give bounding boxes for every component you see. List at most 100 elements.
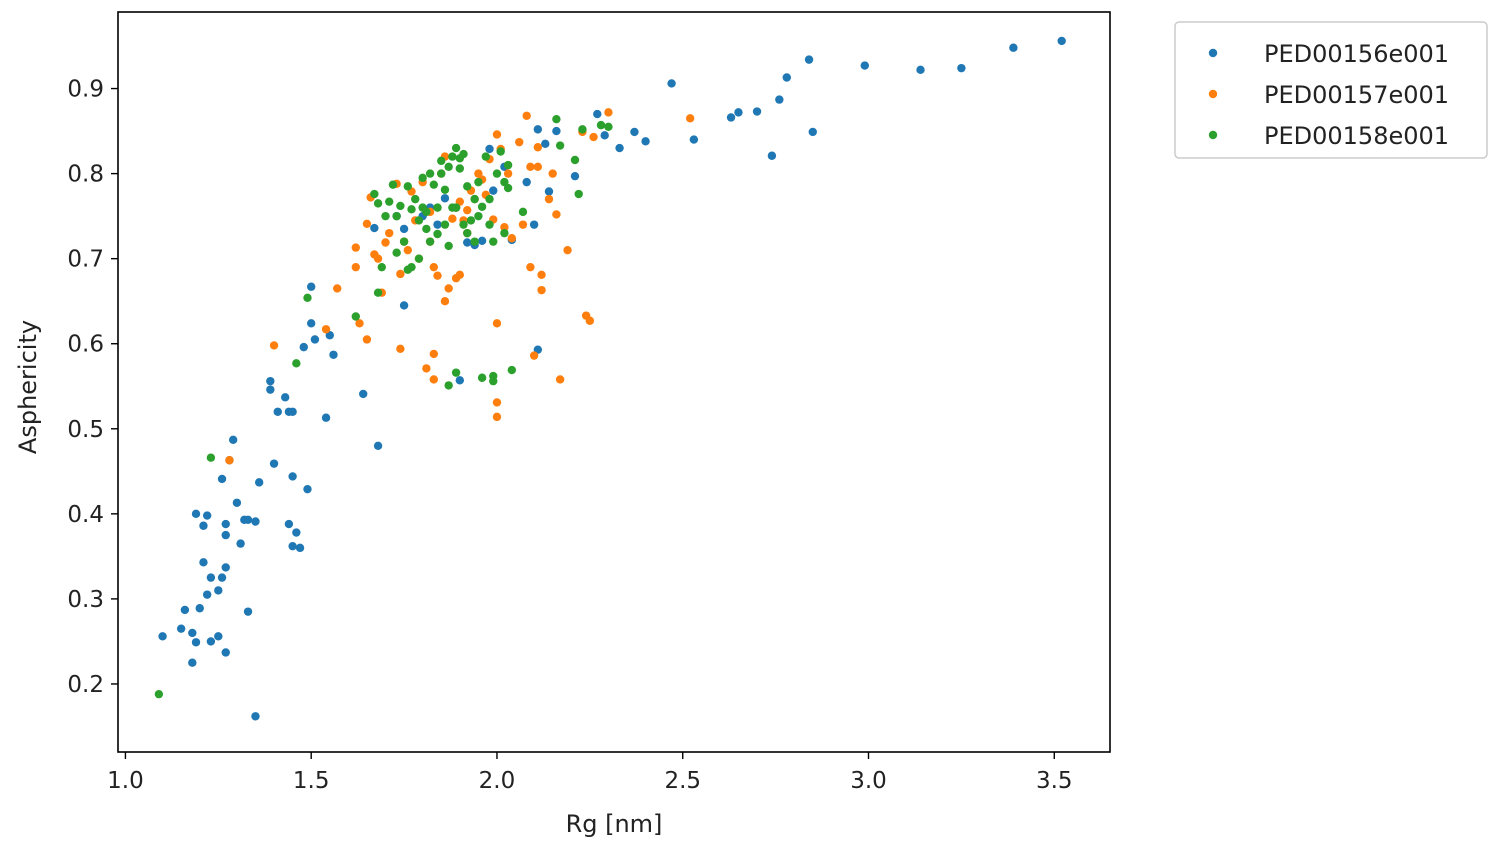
series-3: [154, 114, 613, 699]
data-point: [429, 375, 439, 384]
data-point: [555, 141, 565, 150]
data-point: [463, 182, 472, 191]
data-point: [433, 203, 442, 212]
data-point: [604, 108, 613, 117]
data-point: [385, 228, 394, 238]
data-point: [392, 211, 401, 221]
data-point: [269, 341, 279, 350]
data-point: [251, 517, 260, 526]
data-point: [295, 543, 305, 553]
data-point: [306, 319, 316, 328]
data-point: [455, 376, 465, 385]
x-tick-label: 2.5: [664, 768, 701, 794]
data-point: [422, 364, 431, 373]
data-point: [373, 288, 383, 297]
data-point: [808, 127, 817, 137]
data-point: [158, 632, 167, 641]
data-point: [444, 162, 453, 172]
data-point: [437, 156, 446, 166]
data-point: [451, 143, 461, 153]
data-point: [503, 183, 513, 193]
data-point: [228, 435, 238, 445]
data-point: [570, 155, 580, 165]
data-point: [306, 282, 316, 291]
data-point: [199, 521, 208, 530]
data-point: [537, 270, 546, 280]
legend: PED00156e001 PED00157e001 PED00158e001: [1174, 21, 1488, 159]
data-point: [440, 194, 450, 203]
data-point: [399, 237, 409, 246]
data-point: [214, 632, 223, 641]
data-point: [351, 262, 360, 272]
data-point: [422, 207, 431, 217]
data-point: [414, 216, 424, 225]
data-point: [555, 375, 565, 384]
y-tick-label: 0.2: [67, 672, 104, 698]
plot-frame: [117, 11, 1111, 753]
data-point: [533, 162, 543, 172]
data-point: [455, 270, 465, 280]
data-point: [425, 169, 435, 178]
data-point: [232, 498, 242, 507]
data-point: [630, 127, 639, 137]
data-point: [548, 169, 557, 178]
data-point: [370, 223, 379, 233]
data-point: [459, 220, 468, 229]
data-point: [529, 220, 539, 229]
data-point: [437, 169, 446, 178]
data-point: [500, 228, 509, 238]
data-point: [503, 160, 513, 170]
data-point: [440, 185, 450, 194]
data-point: [333, 284, 342, 293]
data-point: [526, 162, 535, 172]
data-point: [373, 254, 383, 263]
data-point: [544, 187, 554, 196]
data-point: [303, 293, 312, 302]
data-point: [176, 624, 186, 633]
data-point: [957, 63, 966, 73]
data-point: [552, 210, 561, 219]
data-point: [206, 453, 216, 462]
data-point: [496, 147, 505, 156]
data-point: [188, 658, 197, 667]
y-axis-label: Asphericity: [14, 320, 42, 454]
data-point: [734, 108, 743, 117]
data-point: [860, 61, 869, 70]
data-point: [570, 171, 580, 181]
data-point: [444, 241, 453, 251]
data-point: [685, 114, 695, 123]
data-point: [351, 243, 360, 252]
data-point: [288, 472, 297, 481]
data-point: [767, 151, 777, 160]
legend-label: PED00158e001: [1264, 122, 1449, 150]
data-point: [288, 407, 297, 416]
data-point: [269, 459, 279, 468]
data-point: [463, 228, 472, 238]
data-point: [407, 262, 416, 272]
data-point: [370, 189, 379, 199]
data-point: [411, 194, 420, 204]
data-point: [202, 590, 212, 599]
data-point: [407, 205, 416, 214]
data-point: [418, 173, 427, 183]
data-point: [444, 284, 453, 293]
data-point: [433, 271, 442, 280]
data-point: [1009, 43, 1018, 52]
data-point: [522, 177, 531, 187]
data-point: [288, 541, 297, 551]
data-point: [422, 224, 431, 234]
data-point: [507, 234, 517, 243]
data-point: [485, 220, 494, 229]
data-point: [589, 132, 598, 142]
data-point: [533, 143, 543, 152]
data-point: [381, 238, 390, 247]
data-point: [492, 319, 502, 328]
data-point: [667, 79, 676, 88]
data-point: [563, 245, 572, 255]
data-point: [489, 237, 498, 246]
data-point: [414, 254, 424, 263]
data-point: [154, 689, 164, 699]
data-point: [329, 350, 338, 359]
data-point: [552, 114, 561, 124]
data-point: [459, 149, 468, 159]
